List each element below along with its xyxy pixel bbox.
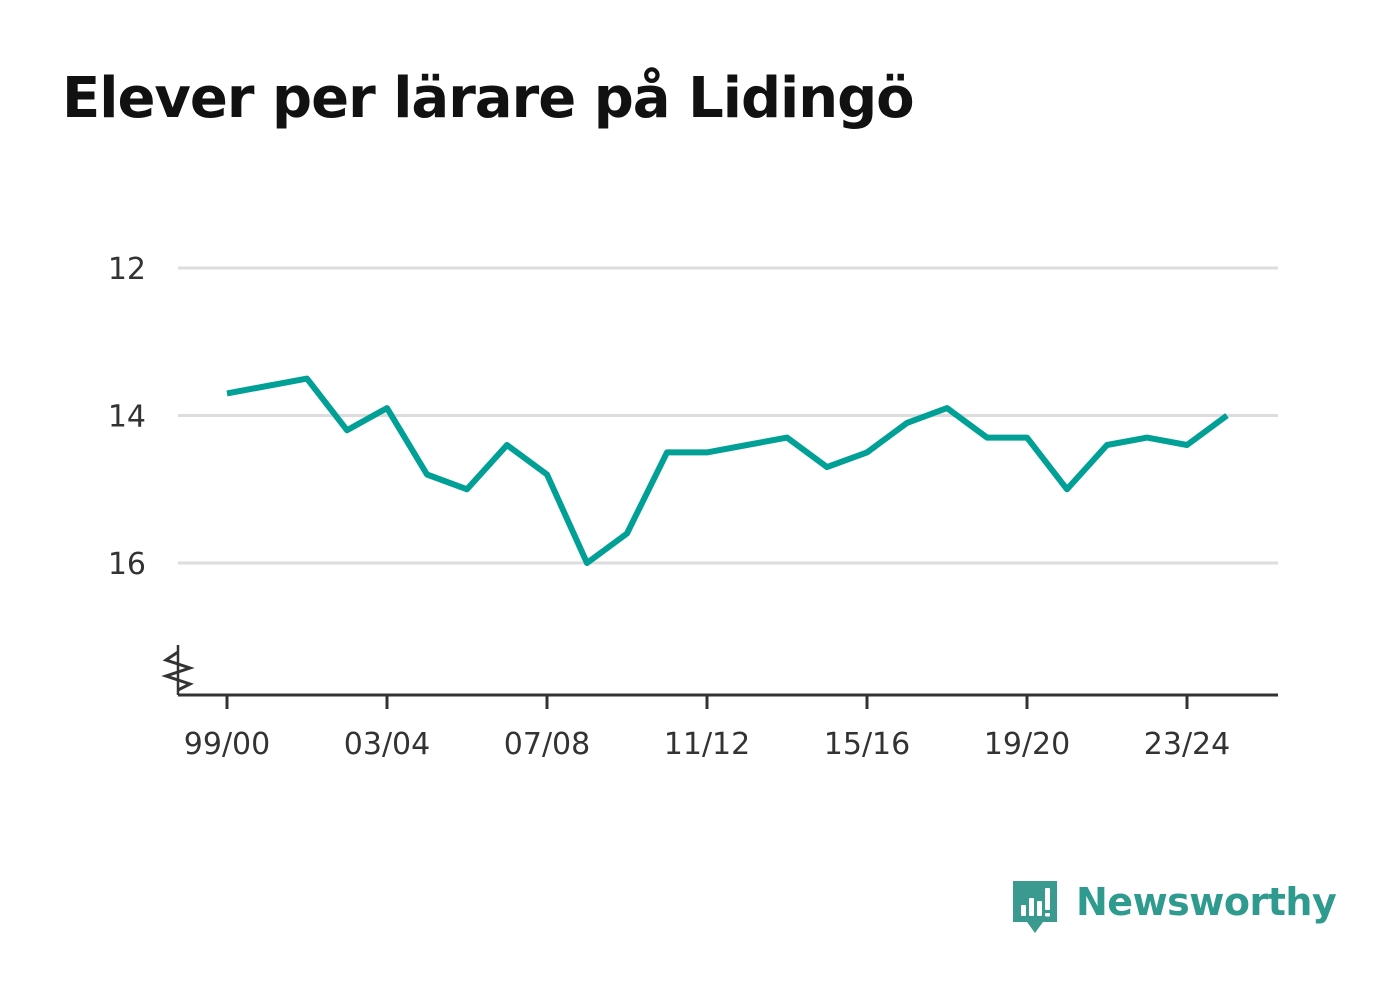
bar-chart-speech-bubble-icon xyxy=(1013,881,1057,933)
gridlines xyxy=(178,266,1278,565)
x-tick-label: 07/08 xyxy=(504,727,590,762)
x-tick-label: 11/12 xyxy=(664,727,750,762)
y-tick-label: 16 xyxy=(108,547,146,582)
brand-name: Newsworthy xyxy=(1076,880,1337,924)
x-tick-label: 15/16 xyxy=(824,727,910,762)
x-axis-labels: 99/00 03/04 07/08 11/12 15/16 19/20 23/24 xyxy=(184,727,1230,762)
x-tick-label: 23/24 xyxy=(1144,727,1230,762)
chart-title: Elever per lärare på Lidingö xyxy=(62,66,915,131)
x-axis xyxy=(161,645,1278,709)
x-tick-label: 99/00 xyxy=(184,727,270,762)
x-tick-label: 19/20 xyxy=(984,727,1070,762)
axis-break-icon xyxy=(161,650,195,692)
series-group xyxy=(226,375,1229,566)
series-line xyxy=(226,375,1229,566)
brand-logo: Newsworthy xyxy=(1010,878,1337,940)
y-axis-labels: 16 14 12 xyxy=(108,252,146,582)
x-tick-label: 03/04 xyxy=(344,727,430,762)
y-tick-label: 14 xyxy=(108,400,146,435)
y-tick-label: 12 xyxy=(108,252,146,287)
